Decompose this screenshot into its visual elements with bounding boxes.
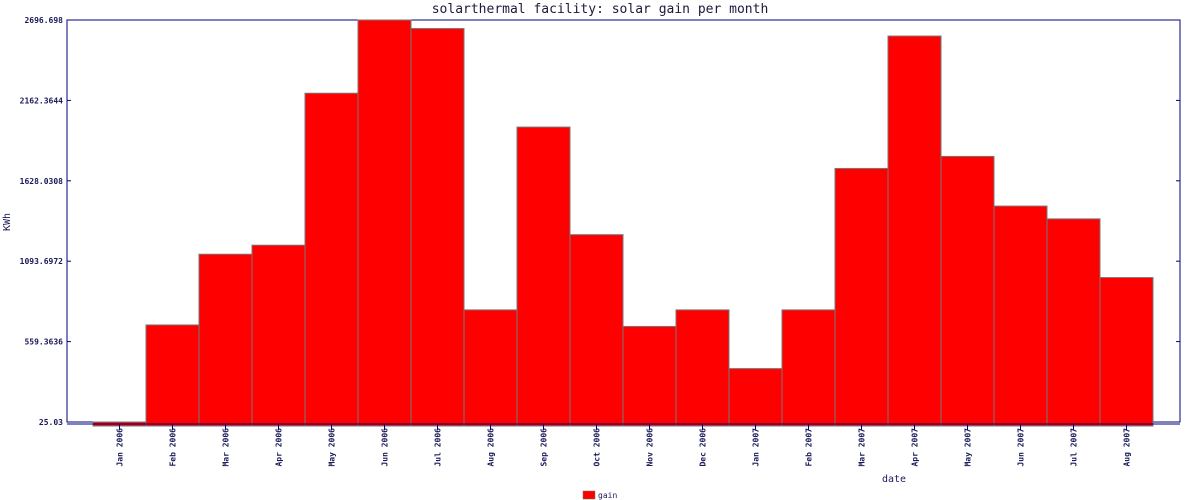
x-tick-label: Nov 2006 — [646, 428, 655, 467]
chart-title: solarthermal facility: solar gain per mo… — [432, 2, 769, 17]
x-tick-label: Apr 2007 — [911, 428, 920, 467]
bar-sep-2006 — [516, 126, 571, 427]
x-tick-label: Feb 2007 — [805, 428, 814, 467]
y-axis-ticks: 25.03 559.3636 1093.6972 1628.0308 2162.3644… — [20, 16, 1180, 427]
bar-jul-2007 — [1046, 218, 1101, 427]
x-tick-label: Mar 2006 — [222, 428, 231, 467]
bar-apr-2007 — [887, 35, 942, 427]
x-tick-label: Jun 2007 — [1017, 428, 1026, 467]
bar-mar-2006 — [198, 253, 253, 427]
bar-nov-2006 — [622, 325, 677, 427]
x-tick-label: Mar 2007 — [858, 428, 867, 467]
x-tick-label: Jan 2007 — [752, 428, 761, 467]
x-tick-label: Sep 2006 — [540, 428, 549, 467]
x-tick-label: Aug 2007 — [1123, 428, 1132, 467]
bar-jul-2006 — [410, 28, 465, 427]
y-tick-label: 25.03 — [39, 418, 63, 427]
y-tick-label: 1628.0308 — [20, 177, 64, 186]
bar-aug-2006 — [463, 309, 518, 427]
x-tick-label: Jul 2006 — [434, 428, 443, 467]
x-axis-label: date — [882, 474, 906, 485]
x-axis-ticks: Jan 2006 Feb 2006 Mar 2006 Apr 2006 May 2006… — [116, 424, 1132, 467]
bar-series-gain — [92, 19, 1154, 427]
x-tick-label: Jul 2007 — [1070, 428, 1079, 467]
y-tick-label: 1093.6972 — [20, 257, 64, 266]
x-tick-label: Feb 2006 — [169, 428, 178, 467]
x-tick-label: May 2006 — [328, 428, 337, 467]
bar-feb-2007 — [781, 309, 836, 427]
legend-swatch-gain — [582, 490, 596, 500]
x-tick-label: Oct 2006 — [593, 428, 602, 467]
bar-may-2006 — [304, 92, 359, 427]
bar-dec-2006 — [675, 309, 730, 427]
y-axis-label: KWh — [2, 213, 13, 231]
y-tick-label: 559.3636 — [24, 338, 63, 347]
x-tick-label: Jun 2006 — [381, 428, 390, 467]
bar-jun-2006 — [357, 19, 412, 427]
x-tick-label: Jan 2006 — [116, 428, 125, 467]
y-tick-label: 2696.698 — [24, 16, 63, 25]
bar-may-2007 — [940, 155, 995, 427]
x-tick-label: May 2007 — [964, 428, 973, 467]
y-tick-label: 2162.3644 — [20, 96, 64, 105]
x-tick-label: Apr 2006 — [275, 428, 284, 467]
legend: gain — [582, 490, 617, 500]
bar-aug-2007 — [1099, 277, 1154, 427]
x-tick-label: Dec 2006 — [699, 428, 708, 467]
legend-label-gain: gain — [598, 491, 617, 500]
x-tick-label: Aug 2006 — [487, 428, 496, 467]
bar-apr-2006 — [251, 244, 306, 427]
bar-mar-2007 — [834, 167, 889, 427]
bar-jan-2007 — [728, 368, 783, 427]
bar-feb-2006 — [145, 324, 200, 427]
bar-oct-2006 — [569, 234, 624, 427]
bar-jun-2007 — [993, 205, 1048, 427]
